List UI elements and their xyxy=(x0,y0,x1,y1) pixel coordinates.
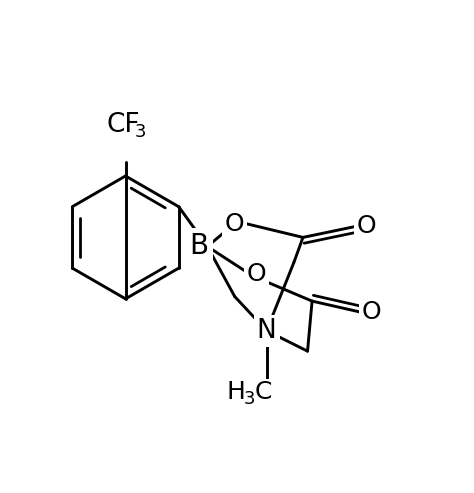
Text: O: O xyxy=(357,214,376,238)
Text: N: N xyxy=(257,317,276,344)
Text: CF: CF xyxy=(107,112,140,138)
Text: B: B xyxy=(190,233,209,260)
Text: 3: 3 xyxy=(134,123,146,141)
Text: O: O xyxy=(361,300,381,324)
Text: O: O xyxy=(225,212,245,236)
Text: 3: 3 xyxy=(244,390,255,408)
Text: C: C xyxy=(255,380,272,404)
Text: H: H xyxy=(227,380,246,404)
Text: O: O xyxy=(247,262,266,286)
